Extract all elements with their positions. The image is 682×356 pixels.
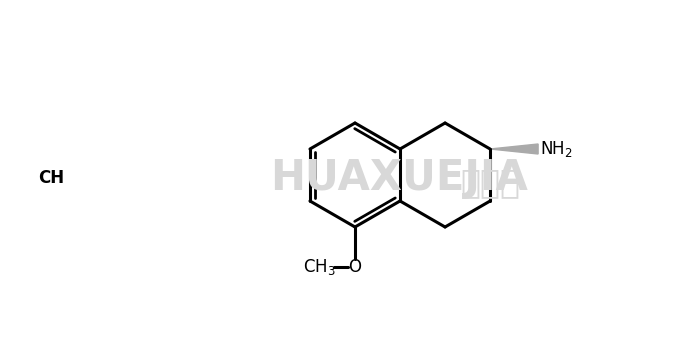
Polygon shape [490, 144, 538, 154]
Text: NH$_2$: NH$_2$ [540, 139, 573, 159]
Text: O: O [349, 258, 361, 276]
Text: CH: CH [38, 169, 64, 187]
Text: 化学加: 化学加 [460, 167, 520, 199]
Text: HUAXUEJIA: HUAXUEJIA [270, 157, 528, 199]
Text: CH$_3$: CH$_3$ [303, 257, 336, 277]
